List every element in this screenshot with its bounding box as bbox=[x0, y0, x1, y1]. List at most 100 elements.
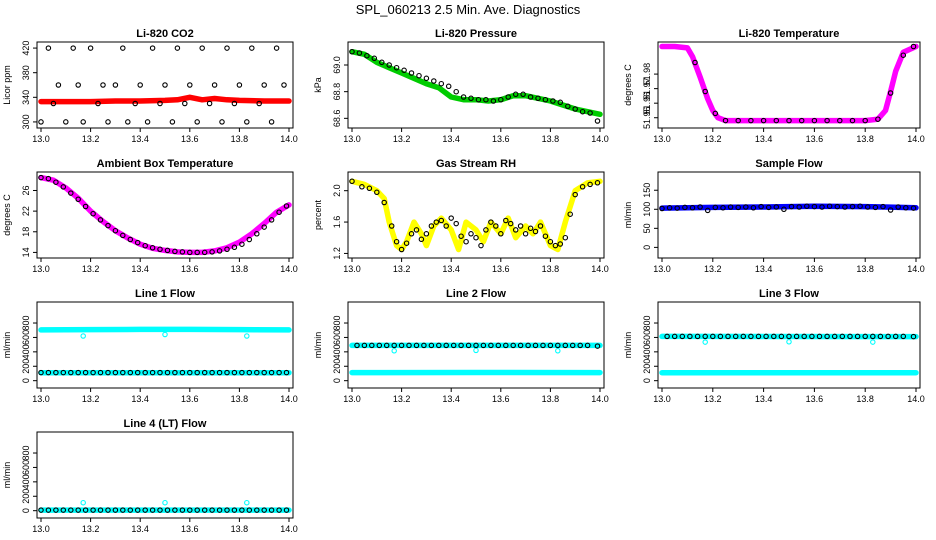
data-point bbox=[209, 249, 215, 255]
data-point bbox=[231, 100, 238, 107]
data-point bbox=[557, 241, 564, 247]
data-point bbox=[127, 507, 134, 513]
x-tick-label: 13.2 bbox=[704, 264, 722, 274]
data-point bbox=[388, 223, 395, 229]
data-point bbox=[478, 242, 484, 249]
data-point bbox=[80, 119, 86, 125]
data-point bbox=[834, 203, 841, 210]
x-tick-label: 13.6 bbox=[181, 264, 199, 274]
data-point bbox=[527, 94, 534, 100]
data-point bbox=[201, 369, 208, 376]
data-point bbox=[201, 507, 208, 513]
data-point bbox=[82, 507, 89, 513]
data-point bbox=[149, 369, 156, 376]
data-point bbox=[801, 333, 807, 340]
data-point bbox=[572, 106, 578, 112]
data-point bbox=[187, 82, 193, 88]
data-point bbox=[431, 78, 437, 84]
data-point bbox=[712, 110, 719, 117]
data-point bbox=[687, 333, 693, 340]
x-tick-label: 13.8 bbox=[542, 264, 560, 274]
data-point bbox=[157, 369, 163, 376]
y-tick-label: 0 bbox=[332, 378, 342, 383]
data-point bbox=[38, 369, 44, 376]
series-points-black bbox=[349, 178, 601, 253]
data-point bbox=[854, 333, 861, 340]
data-point bbox=[187, 507, 193, 513]
data-point bbox=[587, 110, 593, 116]
data-point bbox=[75, 196, 81, 203]
series-points-black bbox=[38, 507, 290, 513]
data-point bbox=[413, 227, 420, 233]
y-tick-label: 800 bbox=[332, 316, 342, 331]
data-point bbox=[717, 333, 724, 340]
x-tick-label: 13.2 bbox=[393, 134, 411, 144]
data-point bbox=[857, 203, 863, 209]
x-tick-label: 13.6 bbox=[492, 134, 510, 144]
data-point bbox=[187, 369, 193, 376]
y-tick-label: 51.95 bbox=[642, 106, 652, 129]
panel-title: Gas Stream RH bbox=[436, 158, 516, 170]
data-point bbox=[80, 499, 86, 506]
data-point bbox=[750, 205, 757, 211]
panel-pressure: Li-820 Pressure kPa 13.0 13.2 13.4 13.6 13.8 14… bbox=[313, 28, 609, 144]
data-point bbox=[824, 333, 830, 340]
data-point bbox=[38, 119, 44, 125]
data-point bbox=[268, 119, 275, 125]
x-tick-label: 13.4 bbox=[442, 394, 460, 404]
y-axis-label: ml/min bbox=[313, 332, 323, 359]
x-tick-label: 13.2 bbox=[82, 134, 100, 144]
plot-frame bbox=[347, 301, 605, 389]
data-point bbox=[349, 178, 355, 185]
x-tick-label: 13.6 bbox=[806, 134, 824, 144]
y-axis-label: ml/min bbox=[2, 332, 12, 359]
data-point bbox=[361, 342, 368, 349]
data-point bbox=[261, 507, 267, 513]
data-point bbox=[127, 236, 134, 243]
data-point bbox=[826, 203, 833, 209]
data-point bbox=[398, 342, 405, 349]
y-axis-label: ml/min bbox=[623, 332, 633, 359]
plot-frame bbox=[347, 171, 605, 259]
y-tick-label: 51.98 bbox=[642, 63, 652, 86]
data-point bbox=[525, 342, 531, 349]
panel-title: Li-820 CO2 bbox=[136, 28, 193, 40]
data-point bbox=[594, 180, 601, 186]
data-point bbox=[475, 96, 482, 103]
series-points-black bbox=[692, 43, 917, 124]
data-point bbox=[674, 205, 680, 211]
data-point bbox=[82, 369, 89, 376]
y-tick-label: 200 bbox=[21, 359, 31, 374]
data-point bbox=[740, 333, 747, 340]
x-tick-label: 13.4 bbox=[755, 134, 773, 144]
data-point bbox=[443, 223, 449, 229]
data-point bbox=[555, 342, 561, 349]
data-point bbox=[276, 507, 282, 513]
data-point bbox=[254, 231, 260, 237]
data-point bbox=[679, 333, 686, 340]
data-point bbox=[127, 369, 134, 376]
data-point bbox=[216, 369, 223, 376]
data-point bbox=[371, 55, 378, 62]
data-point bbox=[231, 507, 238, 513]
y-tick-label: 50 bbox=[642, 223, 652, 233]
data-point bbox=[244, 119, 250, 125]
series-points-cyan bbox=[80, 331, 250, 339]
plot-area bbox=[659, 43, 919, 124]
data-point bbox=[839, 333, 846, 340]
data-point bbox=[458, 342, 464, 349]
data-point bbox=[359, 184, 365, 190]
data-point bbox=[224, 246, 230, 253]
data-point bbox=[809, 333, 815, 340]
data-point bbox=[68, 190, 74, 196]
data-point bbox=[488, 219, 494, 225]
data-point bbox=[892, 333, 899, 340]
panel-title: Line 4 (LT) Flow bbox=[124, 418, 207, 430]
panel-rh: Gas Stream RH percent 13.0 13.2 13.4 13.6 13.8… bbox=[313, 158, 609, 274]
y-tick-label: 400 bbox=[21, 474, 31, 489]
panel-line2: Line 2 Flow ml/min 13.0 13.2 13.4 13.6 13.8 14.… bbox=[313, 288, 609, 404]
data-point bbox=[743, 204, 749, 210]
data-point bbox=[45, 369, 52, 376]
data-point bbox=[356, 50, 363, 56]
data-point bbox=[261, 82, 267, 88]
